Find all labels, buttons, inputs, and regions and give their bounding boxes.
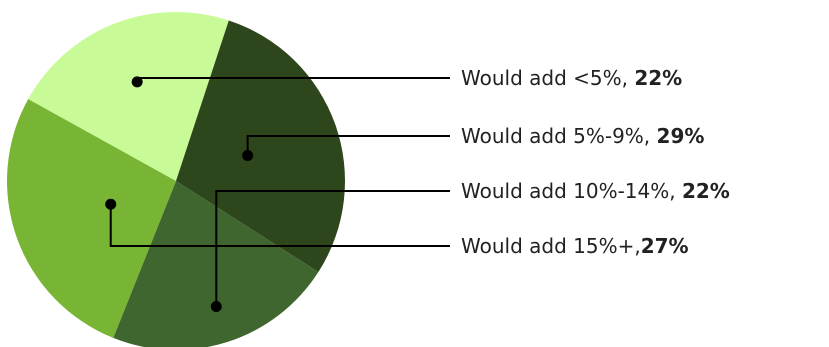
slice-label-1: Would add <5%, 22% (461, 66, 682, 90)
pie-slice-2 (176, 20, 345, 273)
slice-label-3: Would add 10%-14%, 22% (461, 179, 730, 203)
slice-label-name: Would add 5%-9%, (461, 124, 657, 148)
slice-label-name: Would add 15%+, (461, 234, 641, 258)
leader-line-3 (215, 190, 450, 307)
leaders-layer (105, 76, 450, 313)
slice-label-value: 22% (682, 179, 730, 203)
slice-label-4: Would add 15%+,27% (461, 234, 689, 258)
slice-label-name: Would add 10%-14%, (461, 179, 682, 203)
leader-dot-4 (105, 198, 117, 210)
labels-layer: Would add <5%, 22%Would add 5%-9%, 29%Wo… (461, 66, 730, 258)
pie-slice-4 (7, 99, 177, 338)
leader-dot-1 (131, 76, 143, 88)
pie-slice-1 (28, 11, 229, 181)
slices-layer (7, 11, 345, 347)
leader-dot-3 (210, 301, 222, 313)
slice-label-value: 27% (641, 234, 689, 258)
leader-dot-2 (242, 149, 254, 161)
leader-line-4 (109, 204, 450, 247)
slice-label-value: 29% (657, 124, 705, 148)
slice-label-2: Would add 5%-9%, 29% (461, 124, 704, 148)
leader-line-2 (246, 135, 450, 156)
slice-label-name: Would add <5%, (461, 66, 634, 90)
slice-label-value: 22% (634, 66, 682, 90)
